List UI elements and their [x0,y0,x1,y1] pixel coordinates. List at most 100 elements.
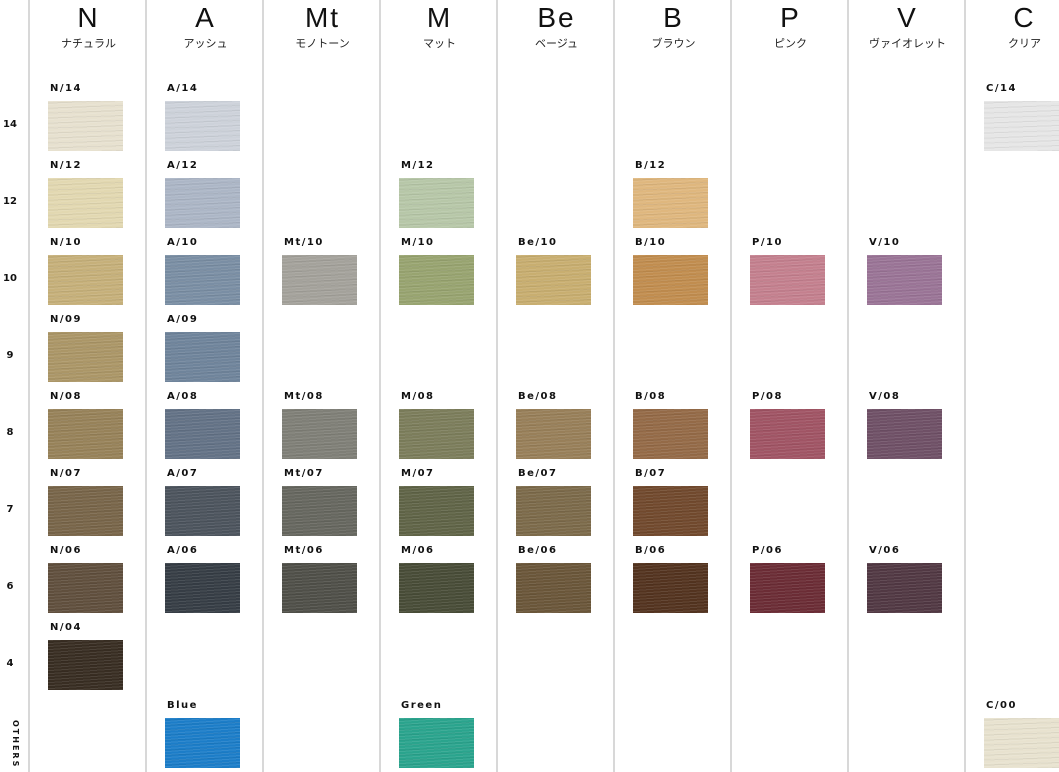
swatch-n-10[interactable] [48,255,123,305]
swatch-code-a-10: A/10 [167,237,199,248]
column-letter: N [77,2,100,33]
swatch-mt-06[interactable] [282,563,357,613]
column-divider [145,0,147,772]
row-label-10: 10 [3,273,17,284]
swatch-n-07[interactable] [48,486,123,536]
swatch-p-10[interactable] [750,255,825,305]
column-divider [964,0,966,772]
swatch-code-c-14: C/14 [986,83,1017,94]
swatch-b-08[interactable] [633,409,708,459]
swatch-code-c-00: C/00 [986,700,1017,711]
column-name: ナチュラル [61,37,116,50]
swatch-n-08[interactable] [48,409,123,459]
column-header-v: V ヴァイオレット [849,0,966,51]
swatch-code-n-09: N/09 [50,314,82,325]
swatch-code-b-06: B/06 [635,545,667,556]
swatch-code-a-08: A/08 [167,391,199,402]
swatch-n-14[interactable] [48,101,123,151]
column-header-mt: Mt モノトーン [264,0,381,51]
swatch-code-be-08: Be/08 [518,391,558,402]
column-letter: V [897,2,918,33]
swatch-be-10[interactable] [516,255,591,305]
swatch-code-p-10: P/10 [752,237,783,248]
swatch-code-v-10: V/10 [869,237,901,248]
swatch-be-07[interactable] [516,486,591,536]
swatch-code-n-06: N/06 [50,545,82,556]
column-letter: M [426,2,453,33]
swatch-a-07[interactable] [165,486,240,536]
swatch-n-06[interactable] [48,563,123,613]
swatch-v-06[interactable] [867,563,942,613]
swatch-mt-10[interactable] [282,255,357,305]
swatch-mt-07[interactable] [282,486,357,536]
swatch-n-04[interactable] [48,640,123,690]
column-name: ベージュ [534,37,578,50]
swatch-mt-08[interactable] [282,409,357,459]
swatch-b-12[interactable] [633,178,708,228]
column-divider [262,0,264,772]
swatch-be-06[interactable] [516,563,591,613]
swatch-code-p-08: P/08 [752,391,783,402]
swatch-code-n-08: N/08 [50,391,82,402]
row-label-7: 7 [6,504,14,515]
swatch-m-06[interactable] [399,563,474,613]
swatch-a-14[interactable] [165,101,240,151]
swatch-be-08[interactable] [516,409,591,459]
swatch-a-10[interactable] [165,255,240,305]
column-name: ブラウン [651,37,696,50]
swatch-code-n-12: N/12 [50,160,82,171]
column-divider [28,0,30,772]
swatch-code-be-06: Be/06 [518,545,558,556]
swatch-m-12[interactable] [399,178,474,228]
row-label-6: 6 [6,581,14,592]
swatch-m-07[interactable] [399,486,474,536]
swatch-code-mt-08: Mt/08 [284,391,324,402]
swatch-a-06[interactable] [165,563,240,613]
swatch-code-m-06: M/06 [401,545,435,556]
swatch-a-08[interactable] [165,409,240,459]
swatch-n-12[interactable] [48,178,123,228]
swatch-v-10[interactable] [867,255,942,305]
column-header-m: M マット [381,0,498,51]
swatch-b-07[interactable] [633,486,708,536]
column-divider [730,0,732,772]
column-divider [496,0,498,772]
swatch-v-08[interactable] [867,409,942,459]
column-header-c: C クリア [966,0,1059,51]
column-letter: Mt [304,2,341,33]
swatch-code-green: Green [401,700,443,711]
swatch-p-08[interactable] [750,409,825,459]
swatch-code-m-10: M/10 [401,237,435,248]
swatch-a-09[interactable] [165,332,240,382]
swatch-code-blue: Blue [167,700,198,711]
swatch-p-06[interactable] [750,563,825,613]
swatch-code-b-12: B/12 [635,160,667,171]
swatch-code-m-12: M/12 [401,160,435,171]
swatch-n-09[interactable] [48,332,123,382]
column-name: クリア [1008,37,1041,50]
swatch-green[interactable] [399,718,474,768]
swatch-code-n-04: N/04 [50,622,82,633]
swatch-c-14[interactable] [984,101,1059,151]
swatch-a-12[interactable] [165,178,240,228]
column-divider [847,0,849,772]
swatch-code-m-08: M/08 [401,391,435,402]
column-name: ピンク [774,37,807,50]
swatch-m-08[interactable] [399,409,474,459]
swatch-blue[interactable] [165,718,240,768]
swatch-code-b-08: B/08 [635,391,667,402]
column-header-p: P ピンク [732,0,849,51]
row-label-12: 12 [3,196,17,207]
swatch-b-10[interactable] [633,255,708,305]
swatch-m-10[interactable] [399,255,474,305]
row-label-4: 4 [6,658,14,669]
swatch-code-be-07: Be/07 [518,468,558,479]
swatch-code-be-10: Be/10 [518,237,558,248]
swatch-code-v-08: V/08 [869,391,901,402]
swatch-b-06[interactable] [633,563,708,613]
swatch-c-00[interactable] [984,718,1059,768]
swatch-code-b-07: B/07 [635,468,667,479]
swatch-code-n-14: N/14 [50,83,82,94]
column-name: モノトーン [295,37,350,50]
